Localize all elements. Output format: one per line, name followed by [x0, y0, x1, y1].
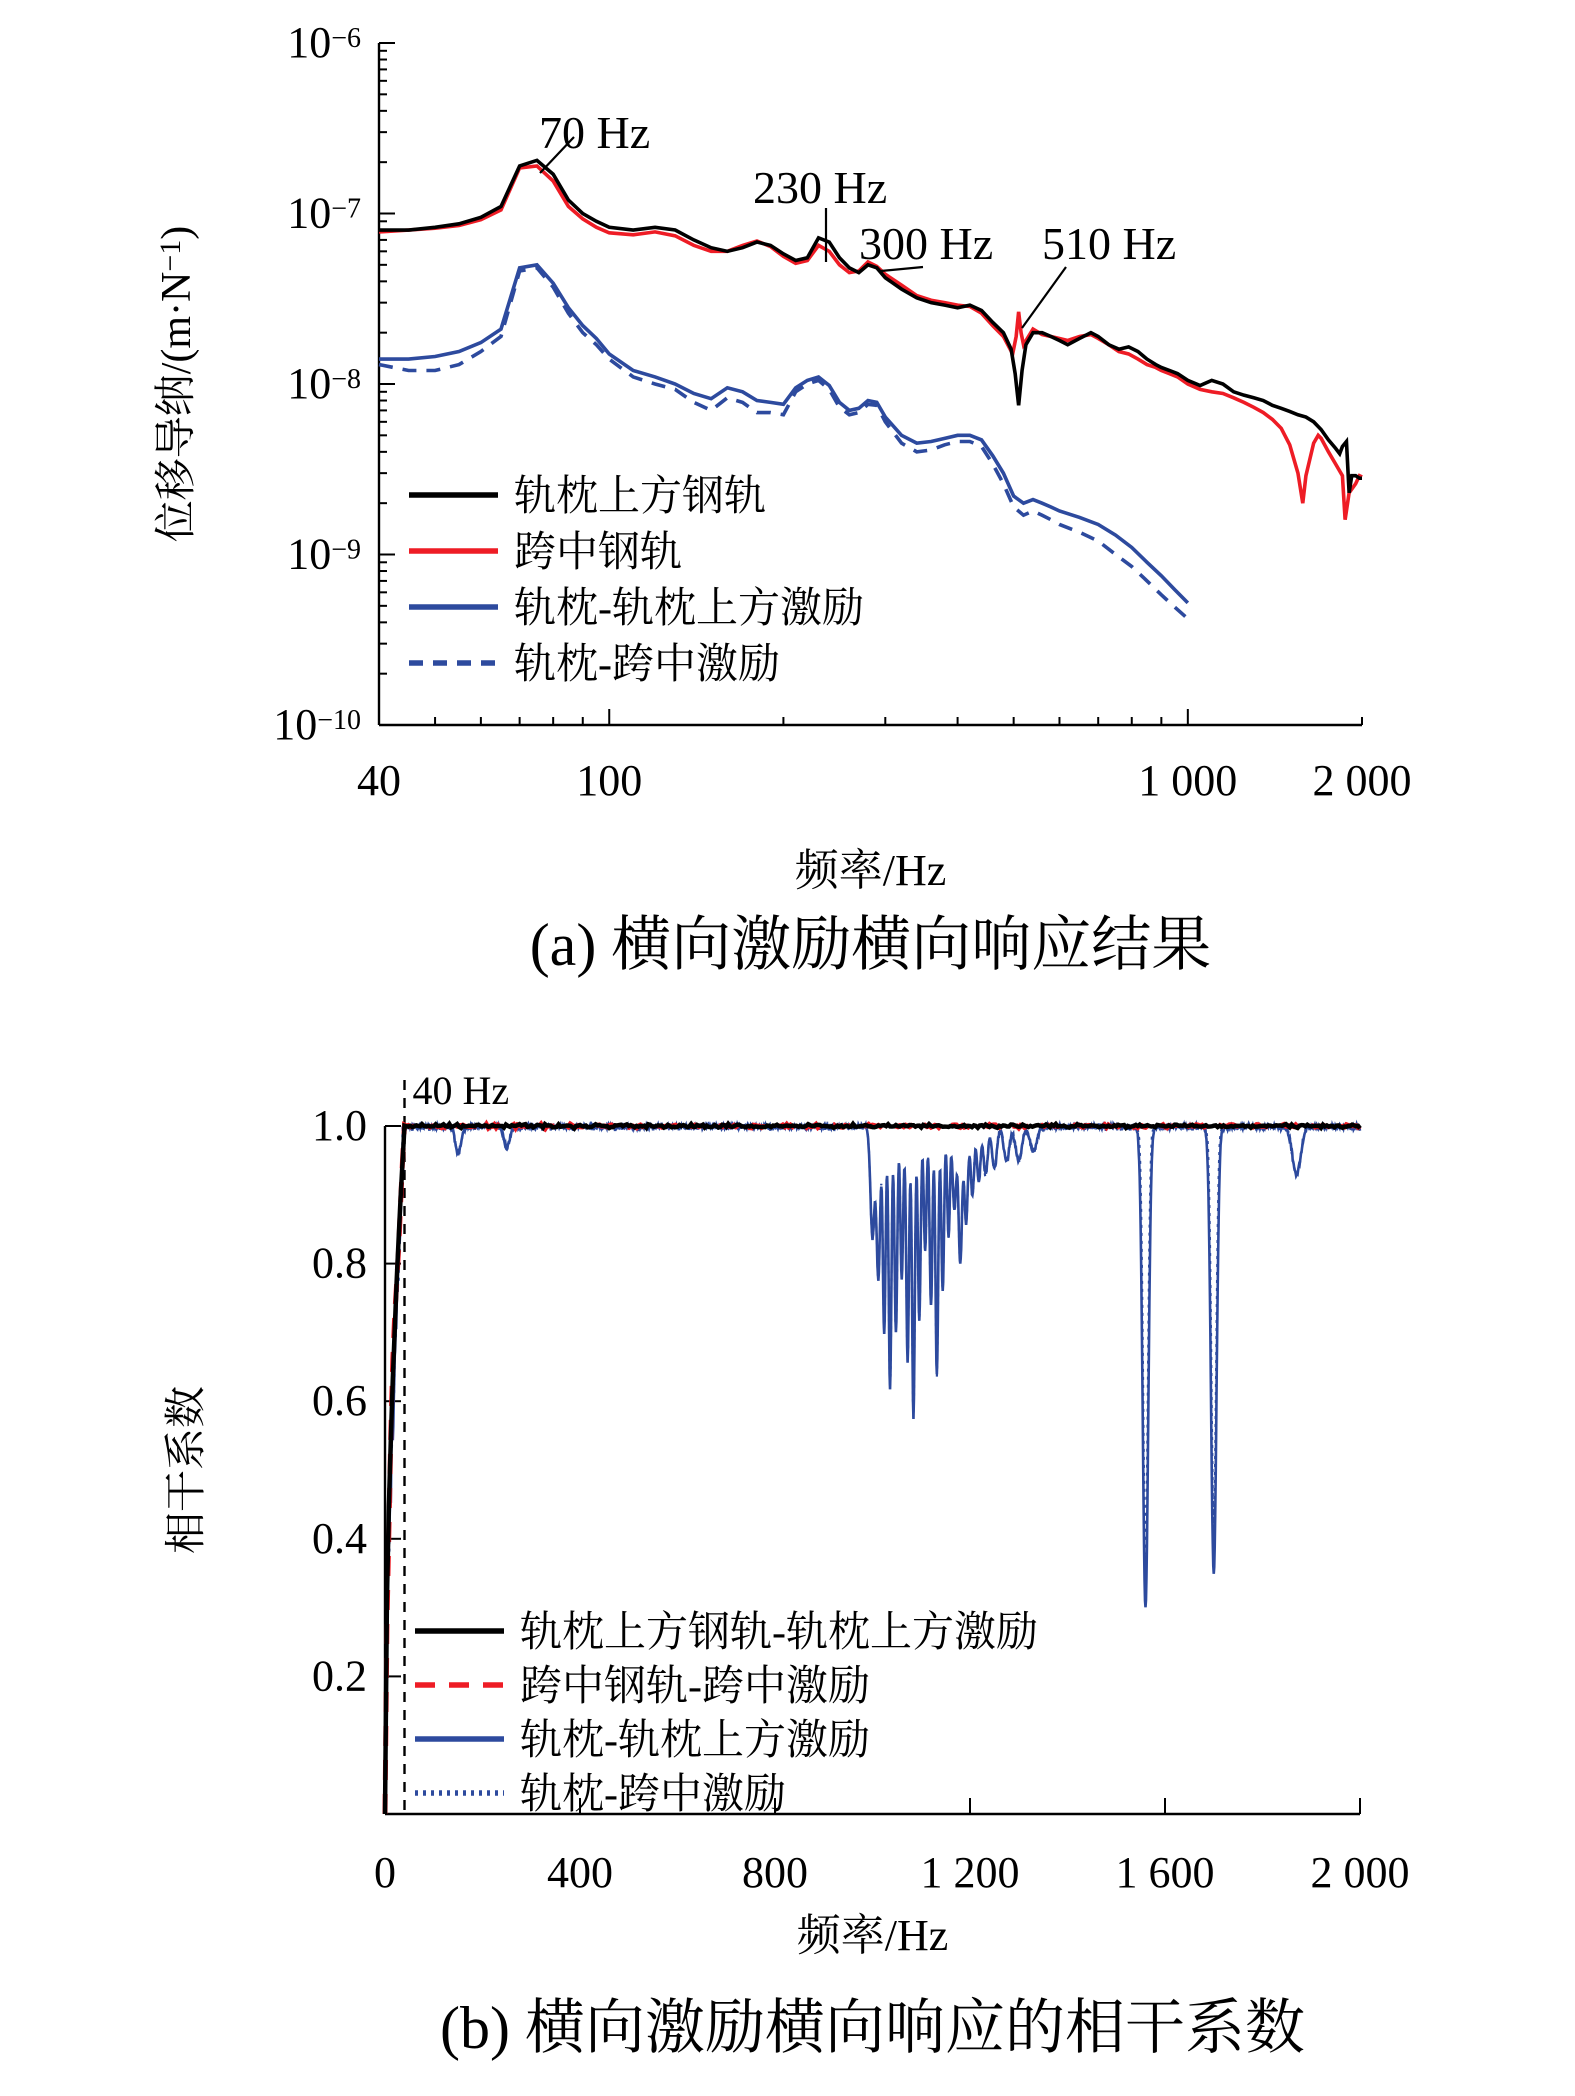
svg-text:1 200: 1 200 — [921, 1848, 1020, 1897]
svg-text:轨枕上方钢轨-轨枕上方激励: 轨枕上方钢轨-轨枕上方激励 — [520, 1609, 1038, 1656]
svg-text:轨枕-轨枕上方激励: 轨枕-轨枕上方激励 — [514, 585, 864, 632]
svg-text:230 Hz: 230 Hz — [753, 162, 887, 213]
svg-text:40 Hz: 40 Hz — [413, 1068, 510, 1113]
svg-text:0.4: 0.4 — [312, 1514, 367, 1563]
svg-text:2 000: 2 000 — [1311, 1848, 1410, 1897]
svg-text:相干系数: 相干系数 — [164, 1386, 210, 1554]
svg-text:1 600: 1 600 — [1116, 1848, 1215, 1897]
svg-text:100: 100 — [576, 756, 642, 805]
svg-text:跨中钢轨: 跨中钢轨 — [514, 530, 682, 576]
svg-text:0.8: 0.8 — [312, 1239, 367, 1288]
svg-text:0.2: 0.2 — [312, 1651, 367, 1700]
svg-text:(a) 横向激励横向响应结果: (a) 横向激励横向响应结果 — [530, 912, 1212, 978]
svg-text:400: 400 — [547, 1848, 613, 1897]
svg-text:70 Hz: 70 Hz — [539, 107, 650, 158]
svg-text:510 Hz: 510 Hz — [1042, 218, 1176, 269]
svg-text:800: 800 — [742, 1848, 808, 1897]
svg-text:频率/Hz: 频率/Hz — [797, 1911, 949, 1960]
svg-text:0.6: 0.6 — [312, 1376, 367, 1425]
svg-text:位移导纳/(m·N−1): 位移导纳/(m·N−1) — [153, 226, 200, 543]
svg-text:300 Hz: 300 Hz — [859, 218, 993, 269]
svg-text:跨中钢轨-跨中激励: 跨中钢轨-跨中激励 — [520, 1664, 870, 1710]
svg-text:轨枕上方钢轨: 轨枕上方钢轨 — [514, 473, 766, 520]
svg-text:轨枕-跨中激励: 轨枕-跨中激励 — [514, 642, 780, 688]
svg-text:频率/Hz: 频率/Hz — [795, 846, 947, 895]
svg-text:轨枕-跨中激励: 轨枕-跨中激励 — [520, 1772, 786, 1818]
svg-text:(b) 横向激励横向响应的相干系数: (b) 横向激励横向响应的相干系数 — [440, 1995, 1305, 2061]
svg-text:2 000: 2 000 — [1313, 756, 1412, 805]
svg-text:1 000: 1 000 — [1138, 756, 1237, 805]
svg-text:1.0: 1.0 — [312, 1101, 367, 1150]
svg-text:轨枕-轨枕上方激励: 轨枕-轨枕上方激励 — [520, 1717, 870, 1764]
svg-text:0: 0 — [374, 1848, 396, 1897]
svg-text:40: 40 — [357, 756, 401, 805]
